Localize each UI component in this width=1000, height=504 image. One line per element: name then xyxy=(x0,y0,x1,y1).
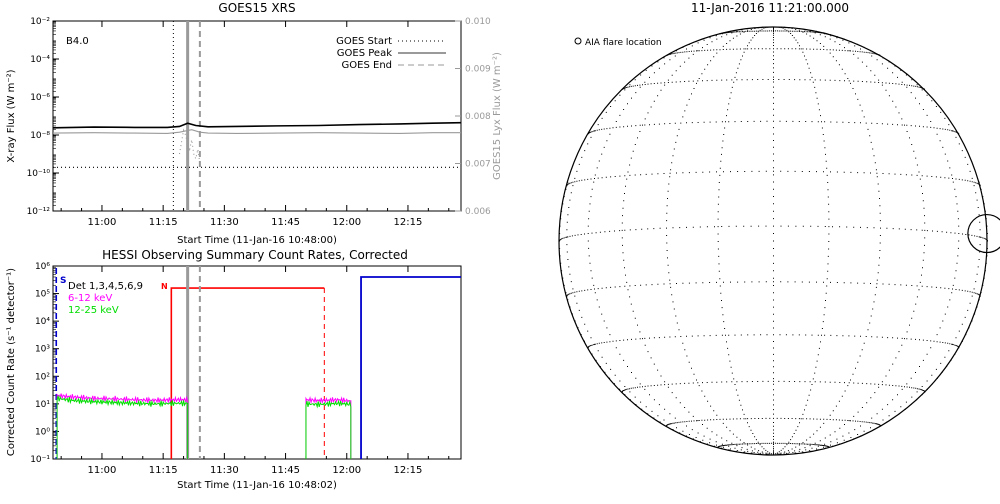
hessi-blue-flag-line xyxy=(360,276,461,459)
sun-title: 11-Jan-2016 11:21:00.000 xyxy=(691,1,849,15)
hessi-ylabel: Corrected Count Rate (s⁻¹ detector⁻¹) xyxy=(6,268,17,456)
hessi-x-tick-label: 11:30 xyxy=(210,465,239,476)
goes-x-tick-label: 12:15 xyxy=(394,217,423,228)
hessi-series-1-segment-0 xyxy=(56,395,189,459)
legend-goes-end-label: GOES End xyxy=(342,60,392,71)
goes-plot-frame xyxy=(52,20,462,212)
goes-series-0 xyxy=(52,121,462,129)
hessi-y-tick-label: 10⁻¹ xyxy=(30,455,50,465)
goes-x-tick-label: 11:15 xyxy=(149,217,178,228)
hessi-y-tick-label: 10⁰ xyxy=(35,427,50,437)
hessi-series-1-segment-1 xyxy=(305,399,352,459)
hessi-xlabel: Start Time (11-Jan-16 10:48:02) xyxy=(177,480,337,491)
goes-ylabel: X-ray Flux (W m⁻²) xyxy=(6,69,17,162)
goes-y-tick-label: 10⁻⁶ xyxy=(30,93,50,103)
sun-panel: 11-Jan-2016 11:21:00.000 AIA flare locat… xyxy=(558,1,1000,456)
hessi-x-tick-label: 12:00 xyxy=(332,465,361,476)
hessi-plot-frame xyxy=(52,265,462,460)
goes-y-tick-label: 10⁻¹² xyxy=(27,207,51,217)
goes-series-3 xyxy=(178,128,201,164)
hessi-y-tick-label: 10² xyxy=(35,372,50,382)
hessi-y-tick-label: 10⁶ xyxy=(35,262,50,272)
goes-y2-tick-label: 0.010 xyxy=(465,17,491,27)
goes-x-tick-label: 11:45 xyxy=(271,217,300,228)
goes-series-1 xyxy=(52,129,461,135)
hessi-night-flag-line xyxy=(170,287,325,459)
hessi-y-tick-label: 10⁵ xyxy=(35,290,50,300)
hessi-y-tick-label: 10³ xyxy=(35,345,50,355)
goes-xlabel: Start Time (11-Jan-16 10:48:00) xyxy=(177,235,337,246)
hessi-night-flag: N xyxy=(161,282,168,291)
goes-y2-tick-label: 0.008 xyxy=(465,112,491,122)
solar-disk xyxy=(558,26,1000,456)
legend-12-25-kev: 12-25 keV xyxy=(68,305,119,316)
goes-class-label: B4.0 xyxy=(66,36,89,47)
goes-y-tick-label: 10⁻⁸ xyxy=(30,131,50,141)
goes-legend: GOES Start GOES Peak GOES End xyxy=(336,36,446,71)
flare-location-circle xyxy=(967,213,1000,254)
goes-y2-tick-label: 0.007 xyxy=(465,160,491,170)
goes-x-tick-label: 11:30 xyxy=(210,217,239,228)
goes-y2-tick-label: 0.006 xyxy=(465,207,491,217)
hessi-saa-flag: S xyxy=(60,276,66,286)
hessi-y-tick-label: 10¹ xyxy=(35,400,50,410)
hessi-x-tick-label: 11:15 xyxy=(149,465,178,476)
hessi-series-0-segment-1 xyxy=(305,396,352,459)
hessi-series-0-segment-0 xyxy=(56,392,189,459)
legend-goes-peak-label: GOES Peak xyxy=(337,48,392,59)
goes-x-tick-label: 11:00 xyxy=(88,217,117,228)
goes-panel: GOES15 XRS 11:00 11:15 11:30 11:45 12:00 12:1… xyxy=(6,1,503,246)
goes-axes: 11:00 11:15 11:30 11:45 12:00 12:15 10⁻¹² 10⁻¹⁰… xyxy=(27,17,491,228)
goes-y-tick-label: 10⁻¹⁰ xyxy=(27,169,51,179)
hessi-axes: 11:00 11:15 11:30 11:45 12:00 12:15 10⁻¹ 10⁰ 10¹… xyxy=(30,262,461,476)
goes-x-tick-label: 12:00 xyxy=(332,217,361,228)
hessi-legend: Det 1,3,4,5,6,9 6-12 keV 12-25 keV xyxy=(68,281,143,316)
goes-y2-tick-label: 0.009 xyxy=(465,65,491,75)
sun-legend-label: AIA flare location xyxy=(585,38,662,48)
goes-title: GOES15 XRS xyxy=(218,1,295,15)
hessi-title: HESSI Observing Summary Count Rates, Cor… xyxy=(102,248,408,262)
heliographic-grid xyxy=(559,26,988,455)
legend-detectors: Det 1,3,4,5,6,9 xyxy=(68,281,143,292)
goes-y-tick-label: 10⁻⁴ xyxy=(30,55,50,65)
legend-goes-start-label: GOES Start xyxy=(336,36,392,47)
goes-ylabel-right: GOES15 Lyx Flux (W m⁻²) xyxy=(492,52,503,180)
sun-legend-marker xyxy=(574,37,582,45)
hessi-x-tick-label: 11:45 xyxy=(271,465,300,476)
hessi-panel: HESSI Observing Summary Count Rates, Cor… xyxy=(6,248,462,491)
hessi-y-tick-label: 10⁴ xyxy=(35,317,50,327)
goes-y-tick-label: 10⁻² xyxy=(30,17,50,27)
hessi-x-tick-label: 11:00 xyxy=(88,465,117,476)
hessi-x-tick-label: 12:15 xyxy=(394,465,423,476)
legend-6-12-kev: 6-12 keV xyxy=(68,293,112,304)
